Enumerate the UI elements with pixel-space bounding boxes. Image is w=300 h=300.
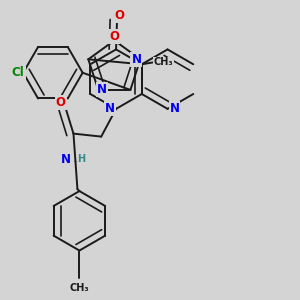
Text: Cl: Cl [12,66,25,79]
Text: N: N [97,83,107,96]
Text: O: O [56,96,66,110]
Text: N: N [169,102,179,116]
Text: CH₃: CH₃ [154,57,173,67]
Text: CH₃: CH₃ [70,283,89,293]
Text: O: O [114,9,124,22]
Text: N: N [131,53,141,66]
Text: N: N [105,102,115,116]
Text: N: N [61,153,70,166]
Text: O: O [109,30,119,43]
Text: H: H [77,154,86,164]
